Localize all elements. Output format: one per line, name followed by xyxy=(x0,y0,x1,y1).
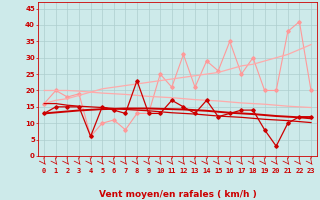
X-axis label: Vent moyen/en rafales ( km/h ): Vent moyen/en rafales ( km/h ) xyxy=(99,190,256,199)
